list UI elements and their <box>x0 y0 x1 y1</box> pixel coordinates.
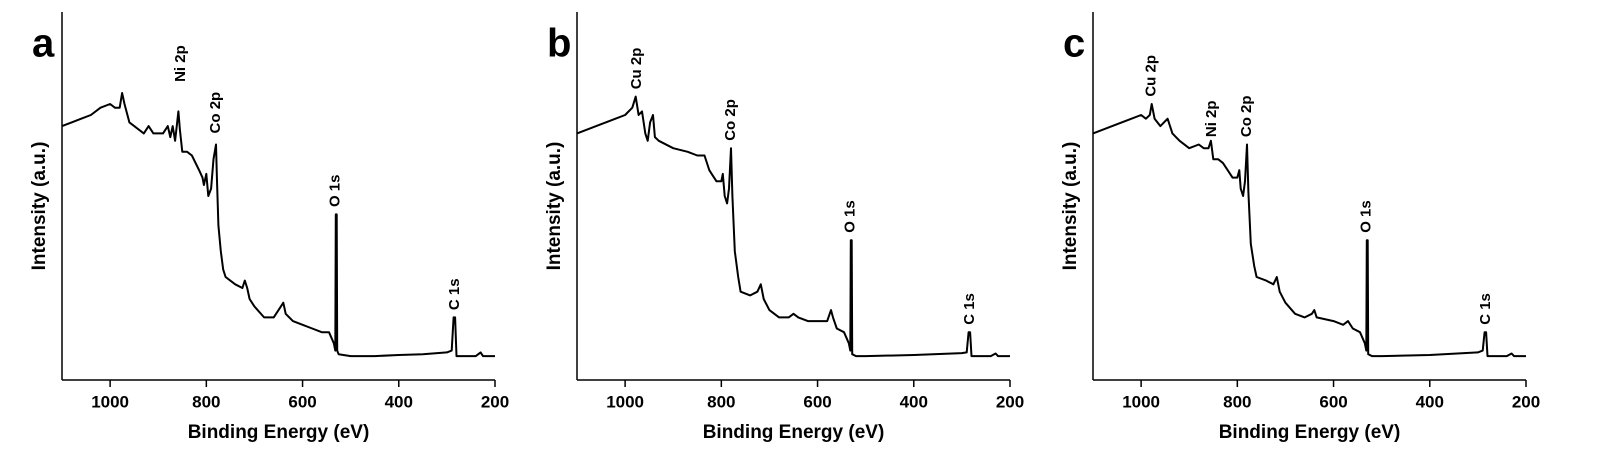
panel-label: b <box>547 22 571 66</box>
x-tick-label: 800 <box>1223 392 1251 411</box>
peak-label: Co 2p <box>722 99 739 141</box>
x-tick-label: 800 <box>707 392 735 411</box>
x-tick-label: 200 <box>1512 392 1540 411</box>
x-axis-label: Binding Energy (eV) <box>1219 422 1401 443</box>
x-tick-label: 400 <box>385 392 413 411</box>
spectrum-line <box>576 95 1010 358</box>
x-tick-label: 600 <box>288 392 316 411</box>
peak-label: Ni 2p <box>1203 100 1220 137</box>
x-tick-label: 800 <box>192 392 220 411</box>
peak-label: O 1s <box>842 200 859 233</box>
y-axis-label: Intensity (a.u.) <box>544 142 565 271</box>
peak-label: Cu 2p <box>1143 55 1160 97</box>
peak-label: C 1s <box>961 293 978 325</box>
x-tick-label: 400 <box>900 392 928 411</box>
x-tick-label: 1000 <box>91 392 129 411</box>
x-axis-label: Binding Energy (eV) <box>703 422 885 443</box>
panel-label: c <box>1063 22 1085 66</box>
x-tick-label: 1000 <box>606 392 644 411</box>
panel-label: a <box>32 22 55 66</box>
peak-label: Ni 2p <box>172 45 189 82</box>
spectrum-line <box>1092 103 1526 358</box>
x-tick-label: 200 <box>996 392 1024 411</box>
spectrum-line <box>61 92 495 358</box>
peak-label: C 1s <box>446 278 463 310</box>
peak-label: O 1s <box>327 175 344 208</box>
x-tick-label: 600 <box>803 392 831 411</box>
peak-label: Co 2p <box>1238 95 1255 137</box>
x-tick-label: 200 <box>481 392 509 411</box>
peak-label: O 1s <box>1358 200 1375 233</box>
x-tick-label: 1000 <box>1122 392 1160 411</box>
peak-label: Cu 2p <box>628 48 645 90</box>
x-tick-label: 400 <box>1416 392 1444 411</box>
peak-label: C 1s <box>1477 293 1494 325</box>
peak-label: Co 2p <box>207 92 224 134</box>
x-tick-label: 600 <box>1319 392 1347 411</box>
x-axis-label: Binding Energy (eV) <box>188 422 370 443</box>
y-axis-label: Intensity (a.u.) <box>29 142 50 271</box>
y-axis-label: Intensity (a.u.) <box>1060 142 1081 271</box>
